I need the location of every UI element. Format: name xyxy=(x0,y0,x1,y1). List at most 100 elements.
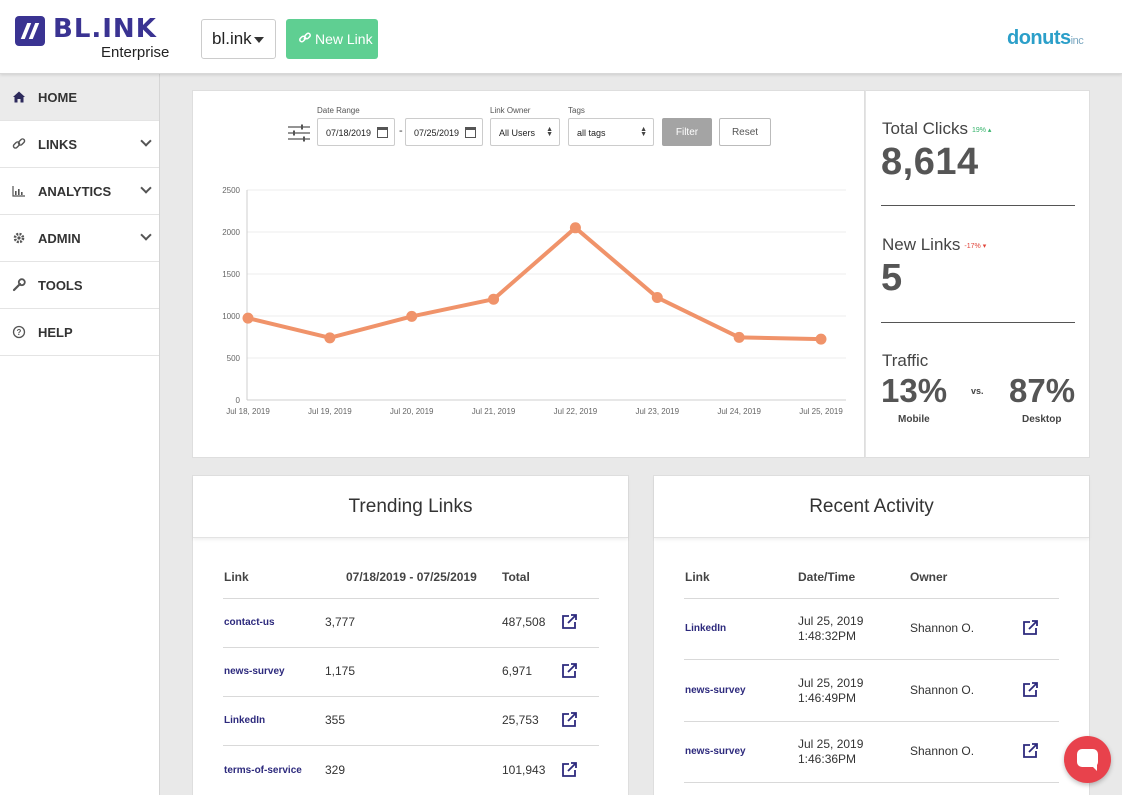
date-to-input[interactable]: 07/25/2019 xyxy=(405,118,483,146)
trending-link-name[interactable]: terms-of-service xyxy=(224,765,302,776)
clicks-chart-card: Date Range 07/18/2019 - 07/25/2019 Link … xyxy=(192,90,865,458)
home-icon xyxy=(13,91,25,103)
calendar-icon xyxy=(377,127,388,138)
x-tick-label: Jul 19, 2019 xyxy=(308,407,352,416)
external-link-icon[interactable] xyxy=(560,761,578,779)
help-icon: ? xyxy=(12,325,26,339)
trending-link-name[interactable]: LinkedIn xyxy=(224,715,266,726)
col-header-owner: Owner xyxy=(910,570,948,584)
sidebar-item-admin[interactable]: ADMIN xyxy=(0,215,159,262)
y-tick-label: 2500 xyxy=(222,186,240,195)
x-tick-label: Jul 23, 2019 xyxy=(635,407,679,416)
new-links-title: New Links xyxy=(882,235,961,254)
data-point xyxy=(242,312,254,324)
recent-link-name[interactable]: news-survey xyxy=(685,746,746,757)
x-tick-label: Jul 24, 2019 xyxy=(717,407,761,416)
external-link-icon[interactable] xyxy=(1021,619,1039,637)
col-header-link: Link xyxy=(685,570,710,584)
external-link-icon[interactable] xyxy=(560,613,578,631)
trending-link-name[interactable]: news-survey xyxy=(224,666,285,677)
trending-link-name[interactable]: contact-us xyxy=(224,617,275,628)
data-point xyxy=(406,310,418,322)
donuts-brand-logo: donutsinc xyxy=(1007,27,1084,50)
new-links-label: New Links -17% ▾ xyxy=(882,235,986,255)
reset-button[interactable]: Reset xyxy=(719,118,771,146)
new-link-button[interactable]: New Link xyxy=(286,19,378,59)
sidebar-item-help[interactable]: ? HELP xyxy=(0,309,159,356)
link-owner-value: All Users xyxy=(499,128,536,138)
gear-icon xyxy=(13,232,25,244)
trending-link-range-count: 329 xyxy=(325,763,346,777)
tags-value: all tags xyxy=(577,128,606,138)
mobile-label: Mobile xyxy=(898,414,930,425)
y-tick-label: 0 xyxy=(236,396,241,405)
link-icon xyxy=(12,138,26,149)
desktop-label: Desktop xyxy=(1022,414,1062,425)
sidebar-item-analytics[interactable]: ANALYTICS xyxy=(0,168,159,215)
data-point xyxy=(733,331,745,343)
sidebar-item-label: ADMIN xyxy=(38,231,81,246)
col-header-range: 07/18/2019 - 07/25/2019 xyxy=(346,570,477,584)
divider xyxy=(684,782,1059,783)
external-link-icon[interactable] xyxy=(560,662,578,680)
date-from-input[interactable]: 07/18/2019 xyxy=(317,118,395,146)
select-arrows-icon: ▲ ▼ xyxy=(640,126,647,138)
recent-link-name[interactable]: LinkedIn xyxy=(685,623,727,634)
date-from-value: 07/18/2019 xyxy=(326,128,372,138)
logo-mark-icon xyxy=(15,16,45,46)
divider xyxy=(223,745,599,746)
select-arrows-icon: ▲ ▼ xyxy=(546,126,553,138)
calendar-icon xyxy=(465,127,476,138)
date-to-value: 07/25/2019 xyxy=(414,128,460,138)
chevron-down-icon xyxy=(140,135,152,147)
sidebar-item-tools[interactable]: TOOLS xyxy=(0,262,159,309)
trending-link-total: 487,508 xyxy=(502,615,546,629)
sidebar-item-links[interactable]: LINKS xyxy=(0,121,159,168)
new-links-value: 5 xyxy=(881,257,903,299)
recent-owner: Shannon O. xyxy=(910,683,975,697)
x-tick-label: Jul 20, 2019 xyxy=(390,407,434,416)
x-tick-label: Jul 22, 2019 xyxy=(554,407,598,416)
sidebar-item-label: LINKS xyxy=(38,137,77,152)
trending-links-card: Trending Links Link 07/18/2019 - 07/25/2… xyxy=(192,475,629,795)
wrench-icon xyxy=(12,278,26,292)
recent-time: 1:46:49PM xyxy=(798,691,857,705)
brand-name: donuts xyxy=(1007,27,1071,49)
col-header-link: Link xyxy=(224,570,249,584)
x-tick-label: Jul 18, 2019 xyxy=(226,407,270,416)
date-separator: - xyxy=(399,125,403,137)
external-link-icon[interactable] xyxy=(560,711,578,729)
tags-select[interactable]: all tags ▲ ▼ xyxy=(568,118,654,146)
x-tick-label: Jul 21, 2019 xyxy=(472,407,516,416)
sidebar-item-label: HOME xyxy=(38,90,77,105)
sidebar-item-label: TOOLS xyxy=(38,278,83,293)
link-owner-select[interactable]: All Users ▲ ▼ xyxy=(490,118,560,146)
external-link-icon[interactable] xyxy=(1021,681,1039,699)
data-point xyxy=(324,332,336,344)
divider xyxy=(881,205,1075,206)
chat-bubble-icon xyxy=(1077,749,1098,767)
data-point xyxy=(651,292,663,304)
recent-activity-title: Recent Activity xyxy=(654,476,1089,538)
recent-link-name[interactable]: news-survey xyxy=(685,685,746,696)
blink-logo[interactable]: BL.INK Enterprise xyxy=(15,14,169,64)
trending-link-range-count: 1,175 xyxy=(325,664,356,678)
external-link-icon[interactable] xyxy=(1021,742,1039,760)
filter-button[interactable]: Filter xyxy=(662,118,712,146)
svg-text:?: ? xyxy=(17,328,22,337)
divider xyxy=(684,598,1059,599)
chevron-down-icon xyxy=(140,229,152,241)
domain-select[interactable]: bl.ink xyxy=(201,19,276,59)
recent-time: 1:48:32PM xyxy=(798,629,857,643)
sidebar-item-label: ANALYTICS xyxy=(38,184,112,199)
divider xyxy=(684,659,1059,660)
traffic-label: Traffic xyxy=(882,351,929,370)
y-tick-label: 2000 xyxy=(222,228,240,237)
chat-widget-button[interactable] xyxy=(1064,736,1111,783)
col-header-total: Total xyxy=(502,570,530,584)
trending-link-total: 6,971 xyxy=(502,664,533,678)
sidebar-item-home[interactable]: HOME xyxy=(0,74,159,121)
total-clicks-value: 8,614 xyxy=(881,141,979,183)
brand-suffix: inc xyxy=(1070,35,1084,47)
sliders-icon[interactable] xyxy=(288,124,310,142)
